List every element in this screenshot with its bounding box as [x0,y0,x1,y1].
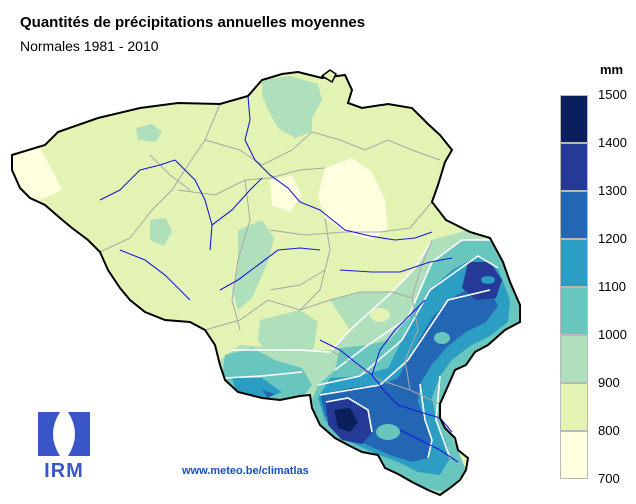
legend-box-700-800 [560,431,588,479]
legend-tick-1000: 1000 [598,327,627,342]
legend-tick-700: 700 [598,471,620,486]
legend-tick-1500: 1500 [598,87,627,102]
zone-700-800-coast [12,148,62,200]
legend-box-1400-1500 [560,95,588,143]
zone-700-800-north [270,176,302,212]
legend-box-1200-1300 [560,191,588,239]
legend-unit: mm [600,62,624,77]
legend-tick-1100: 1100 [598,279,626,294]
legend-box-800-900 [560,383,588,431]
irm-logo [38,412,90,456]
legend: 1500 1400 1300 1200 1100 1000 900 800 700 [560,88,630,495]
legend-tick-1300: 1300 [598,183,627,198]
legend-box-1000-1100 [560,287,588,335]
legend-box-1100-1200 [560,239,588,287]
zone-700-800-center [318,158,388,240]
legend-tick-900: 900 [598,375,620,390]
zone-900-1000-flanders [150,218,172,246]
legend-tick-1400: 1400 [598,135,627,150]
legend-box-1300-1400 [560,143,588,191]
legend-tick-800: 800 [598,423,620,438]
belgium-border [11,70,521,497]
zone-1400-1500 [334,408,358,432]
zone-900-1000-brabant [232,220,274,310]
zone-900-1000-kempen [262,76,322,138]
zone-900-1000-west-blob [136,124,162,142]
source-link[interactable]: www.meteo.be/climatlas [182,465,309,477]
isohyet-lines [224,239,499,459]
province-borders [99,103,441,405]
baarle-enclave [320,69,337,84]
legend-box-900-1000 [560,335,588,383]
zone-1200-1300 [262,288,498,462]
irm-logo-text: IRM [44,460,84,482]
map-subtitle: Normales 1981 - 2010 [20,38,159,54]
precipitation-zones [12,76,520,495]
legend-tick-1200: 1200 [598,231,627,246]
map-title: Quantités de précipitations annuelles mo… [20,14,366,31]
enclave-spa [481,276,495,284]
enclave-ourthe [434,332,450,344]
rivers [99,95,459,463]
enclave-meuse [370,308,390,322]
enclave-ardennes [376,424,400,440]
